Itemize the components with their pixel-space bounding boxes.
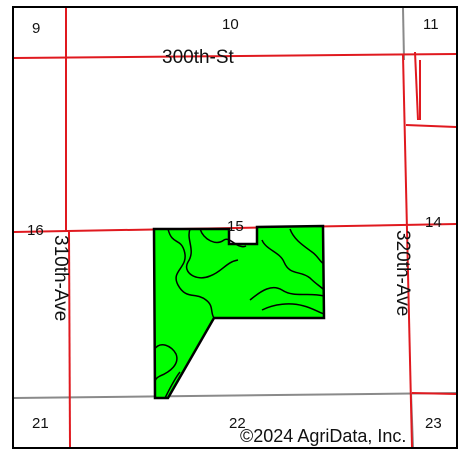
field-parcel[interactable]: [152, 224, 326, 400]
section-label: 11: [423, 16, 439, 33]
soil-boundaries: [153, 228, 325, 399]
copyright-text: ©2024 AgriData, Inc.: [240, 426, 406, 446]
section-lines: [13, 8, 457, 448]
section-label: 10: [222, 16, 239, 33]
field-boundary: [152, 224, 326, 400]
road-label-310th: 310th-Ave: [50, 235, 71, 321]
road-label-300th: 300th-St: [162, 47, 235, 68]
section-label: 21: [32, 415, 49, 432]
section-label: 9: [32, 20, 40, 37]
section-label: 16: [27, 222, 44, 239]
section-label: 22: [229, 415, 246, 432]
road-label-320th: 320th-Ave: [392, 230, 413, 316]
section-label: 14: [425, 214, 442, 231]
section-label: 15: [227, 218, 244, 235]
section-label: 23: [425, 415, 442, 432]
